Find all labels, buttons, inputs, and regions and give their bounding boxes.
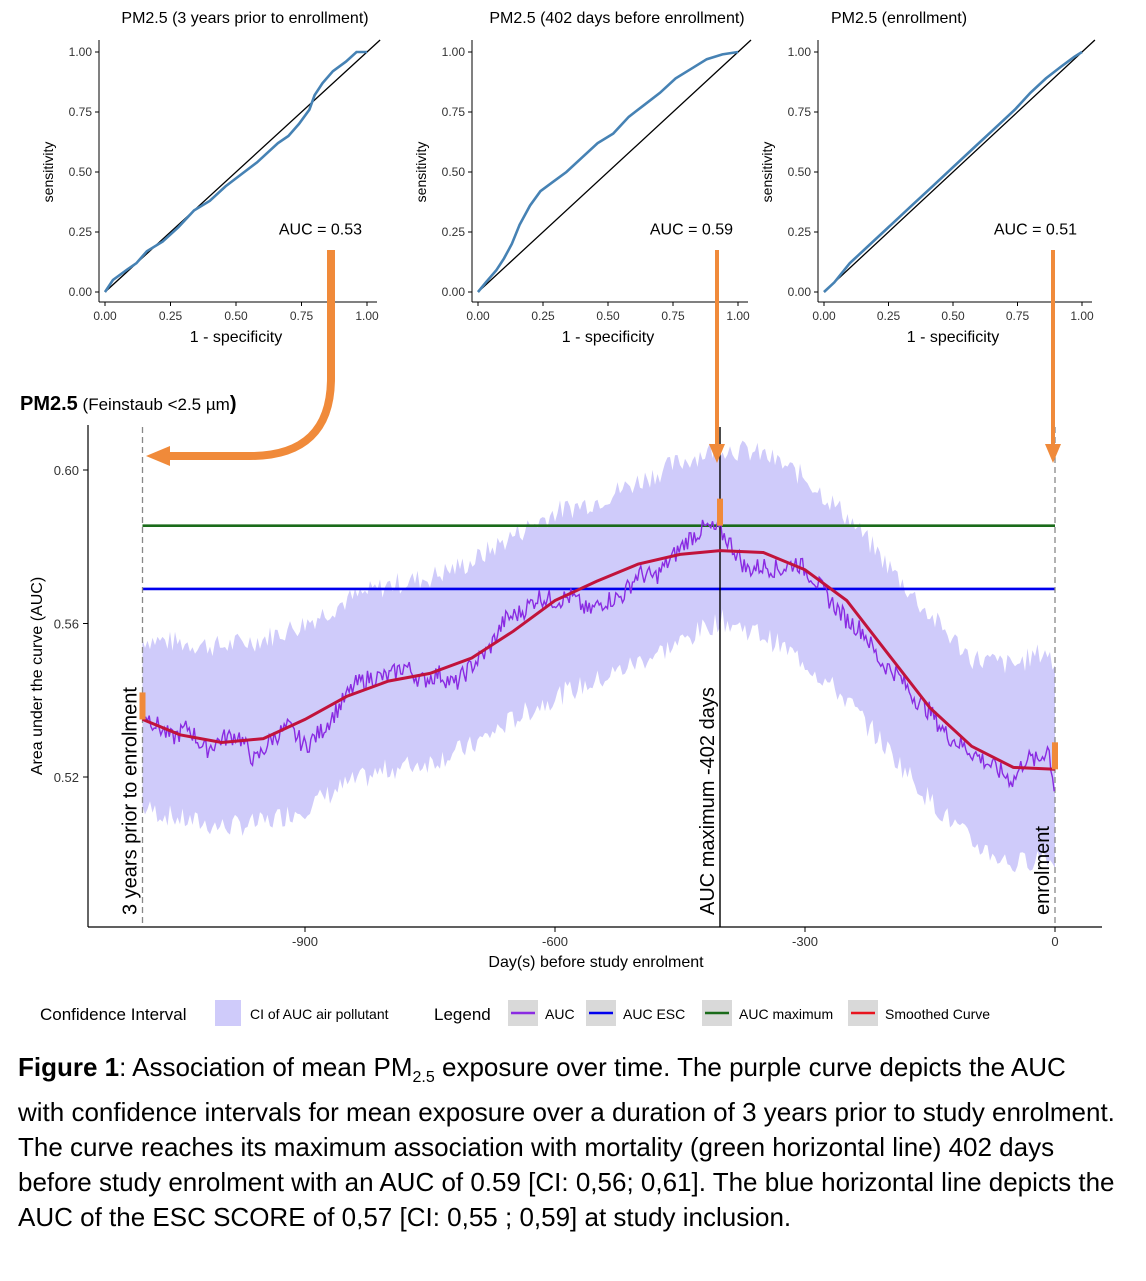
roc-panels: PM2.5 (3 years prior to enrollment)0.000… xyxy=(40,10,1096,346)
roc-y-tick-label: 0.75 xyxy=(442,105,466,119)
roc-title: PM2.5 (402 days before enrollment) xyxy=(489,10,744,27)
caption-subscript: 2.5 xyxy=(412,1069,435,1087)
roc-y-tick-label: 0.25 xyxy=(69,225,93,239)
main-y-label: Area under the curve (AUC) xyxy=(29,577,46,775)
roc-auc-label: AUC = 0.53 xyxy=(279,221,362,238)
legend-entry-label: AUC xyxy=(545,1006,575,1022)
roc-x-tick-label: 0.25 xyxy=(159,309,183,323)
figure-caption: Figure 1: Association of mean PM2.5 expo… xyxy=(18,1050,1118,1235)
roc-y-tick-label: 0.75 xyxy=(69,105,93,119)
roc-y-tick-label: 0.00 xyxy=(69,285,93,299)
roc-y-tick-label: 1.00 xyxy=(69,45,93,59)
roc-diagonal xyxy=(477,39,752,293)
roc-y-tick-label: 0.50 xyxy=(69,165,93,179)
roc-y-tick-label: 0.00 xyxy=(788,285,812,299)
arrow-2-head xyxy=(709,444,725,463)
legend-title: Legend xyxy=(434,1005,491,1024)
main-plot: PM2.5 (Feinstaub <2.5 µm) 0.52 0.56 0.60 -90… xyxy=(20,393,1102,971)
roc-x-tick-label: 1.00 xyxy=(355,309,379,323)
orange-marker-3 xyxy=(1052,742,1058,770)
main-auc-chart: PM2.5 (Feinstaub <2.5 µm) 0.52 0.56 0.60 -90… xyxy=(20,250,1102,971)
arrow-3-head xyxy=(1045,444,1061,463)
legend-entry-label: Smoothed Curve xyxy=(885,1006,990,1022)
main-x-tick-label: -300 xyxy=(792,934,818,949)
main-y-tick-label: 0.60 xyxy=(54,463,79,478)
roc-x-tick-label: 0.75 xyxy=(1006,309,1030,323)
roc-x-tick-label: 0.00 xyxy=(812,309,836,323)
vline-label-3: enrolment xyxy=(1032,826,1054,915)
roc-x-tick-label: 0.25 xyxy=(531,309,555,323)
roc-y-tick-label: 1.00 xyxy=(788,45,812,59)
roc-y-tick-label: 1.00 xyxy=(442,45,466,59)
main-y-tick-label: 0.52 xyxy=(54,770,79,785)
roc-y-tick-label: 0.25 xyxy=(788,225,812,239)
roc-title: PM2.5 (3 years prior to enrollment) xyxy=(121,10,368,27)
roc-x-tick-label: 1.00 xyxy=(1070,309,1094,323)
roc-auc-label: AUC = 0.51 xyxy=(994,221,1077,238)
roc-panel-1: PM2.5 (3 years prior to enrollment)0.000… xyxy=(40,10,381,346)
main-x-tick-label: 0 xyxy=(1051,934,1058,949)
legend-ci-swatch xyxy=(215,1000,241,1026)
roc-x-label: 1 - specificity xyxy=(907,329,999,346)
roc-y-tick-label: 0.00 xyxy=(442,285,466,299)
roc-diagonal xyxy=(104,39,381,293)
roc-curve xyxy=(103,50,367,293)
main-x-tick-label: -900 xyxy=(292,934,318,949)
roc-y-tick-label: 0.75 xyxy=(788,105,812,119)
roc-diagonal xyxy=(823,39,1096,293)
caption-text-b: exposure over time. The purple curve dep… xyxy=(18,1052,1115,1233)
roc-x-tick-label: 1.00 xyxy=(726,309,750,323)
roc-y-label: sensitivity xyxy=(40,142,56,203)
roc-x-tick-label: 0.00 xyxy=(93,309,117,323)
roc-x-tick-label: 0.50 xyxy=(941,309,965,323)
arrow-1-shaft xyxy=(168,250,335,460)
main-title-close: ) xyxy=(230,393,237,415)
legend-entry-label: AUC ESC xyxy=(623,1006,685,1022)
roc-panel-2: PM2.5 (402 days before enrollment)0.000.… xyxy=(413,10,752,346)
roc-x-tick-label: 0.50 xyxy=(224,309,248,323)
main-x-tick-label: -600 xyxy=(542,934,568,949)
main-x-label: Day(s) before study enrolment xyxy=(488,954,704,971)
legend-entry-label: AUC maximum xyxy=(739,1006,833,1022)
roc-curve xyxy=(823,50,1083,293)
arrow-1-head xyxy=(146,446,170,466)
figure-canvas: PM2.5 (3 years prior to enrollment)0.000… xyxy=(20,10,1102,1026)
roc-x-label: 1 - specificity xyxy=(562,329,654,346)
roc-title: PM2.5 (enrollment) xyxy=(831,10,967,27)
orange-marker-2 xyxy=(717,498,723,526)
roc-y-tick-label: 0.50 xyxy=(788,165,812,179)
roc-x-label: 1 - specificity xyxy=(190,329,282,346)
legend: Confidence Interval CI of AUC air pollut… xyxy=(40,1000,990,1026)
connector-arrows xyxy=(146,250,1061,466)
roc-x-tick-label: 0.75 xyxy=(290,309,314,323)
caption-label: Figure 1 xyxy=(18,1052,120,1082)
ci-ribbon xyxy=(142,440,1055,873)
auc-curve xyxy=(142,519,1055,792)
roc-x-tick-label: 0.25 xyxy=(877,309,901,323)
roc-curve xyxy=(476,50,739,293)
roc-y-tick-label: 0.50 xyxy=(442,165,466,179)
roc-y-tick-label: 0.25 xyxy=(442,225,466,239)
roc-x-tick-label: 0.75 xyxy=(661,309,685,323)
roc-auc-label: AUC = 0.59 xyxy=(650,221,733,238)
main-y-tick-label: 0.56 xyxy=(54,617,79,632)
legend-ci-label: CI of AUC air pollutant xyxy=(250,1006,389,1022)
roc-y-label: sensitivity xyxy=(759,142,775,203)
vline-label-2: AUC maximum -402 days xyxy=(697,687,719,915)
roc-x-tick-label: 0.00 xyxy=(466,309,490,323)
legend-ci-title: Confidence Interval xyxy=(40,1005,186,1024)
smoothed-curve xyxy=(141,549,1056,771)
roc-panel-3: PM2.5 (enrollment) 0.00 0.25 0.50 0.75 1.00 0.… xyxy=(759,10,1096,346)
main-title: PM2.5 (Feinstaub <2.5 µm) xyxy=(20,393,237,415)
roc-x-tick-label: 0.50 xyxy=(596,309,620,323)
roc-y-label: sensitivity xyxy=(413,142,429,203)
caption-text-a: : Association of mean PM xyxy=(119,1052,413,1082)
main-title-rest: (Feinstaub <2.5 µm xyxy=(78,395,230,414)
orange-marker-1 xyxy=(139,692,146,720)
main-title-bold: PM2.5 xyxy=(20,393,78,415)
vline-label-1: 3 years prior to enrolment xyxy=(120,687,142,915)
